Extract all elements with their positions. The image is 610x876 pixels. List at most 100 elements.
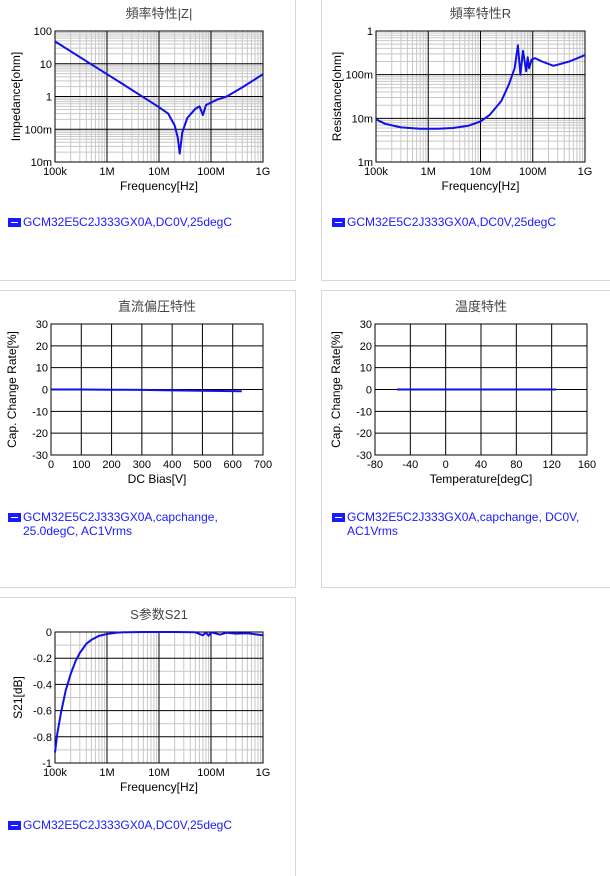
x-tick-label: 500: [193, 459, 211, 471]
series-line: [54, 40, 264, 155]
x-axis-label: DC Bias[V]: [128, 472, 187, 486]
y-tick-label: -20: [356, 428, 372, 440]
legend-label: GCM32E5C2J333GX0A,DC0V,25degC: [347, 215, 557, 229]
x-tick-label: 100k: [364, 166, 388, 178]
legend-label: GCM32E5C2J333GX0A,capchange, DC0V, AC1Vr…: [347, 510, 580, 538]
s21-chart: S参数S21 100k 1M 10M 100M 1G -1 -0.8 -0.6 -0.4 -0.2 0…: [11, 607, 271, 794]
y-axis-label: Resistance[ohm]: [330, 52, 344, 141]
x-tick-label: 100k: [43, 166, 67, 178]
separator: [321, 290, 322, 588]
legend: GCM32E5C2J333GX0A,capchange, 25.0degC, A…: [8, 510, 218, 538]
y-tick-label: 10: [40, 59, 52, 71]
x-tick-label: 1M: [421, 166, 436, 178]
x-tick-label: -40: [402, 459, 418, 471]
x-tick-label: 100M: [197, 166, 225, 178]
separator: [0, 587, 296, 588]
y-tick-label: 0: [46, 627, 52, 639]
legend-label: GCM32E5C2J333GX0A,DC0V,25degC: [23, 818, 233, 832]
y-tick-label: -0.6: [33, 706, 52, 718]
x-tick-label: 700: [254, 459, 272, 471]
chart-panel-impedance: 頻率特性|Z| 100k 1M 10M 100M 1G 10m 100m 1 10 100 Frequ…: [0, 0, 295, 280]
x-tick-label: 10M: [148, 767, 169, 779]
y-tick-label: 1: [367, 26, 373, 38]
y-tick-label: 30: [360, 319, 372, 331]
y-tick-label: 0: [42, 385, 48, 397]
x-axis-label: Frequency[Hz]: [120, 780, 198, 794]
y-axis-label: Cap. Change Rate[%]: [329, 331, 343, 448]
legend: GCM32E5C2J333GX0A,DC0V,25degC: [332, 215, 556, 229]
y-tick-label: 20: [360, 341, 372, 353]
y-tick-label: 30: [36, 319, 48, 331]
separator: [321, 587, 610, 588]
legend: GCM32E5C2J333GX0A,capchange, DC0V, AC1Vr…: [332, 510, 579, 538]
separator: [295, 0, 296, 280]
legend: GCM32E5C2J333GX0A,DC0V,25degC: [8, 215, 232, 229]
x-tick-label: 100: [72, 459, 90, 471]
x-tick-label: 0: [443, 459, 449, 471]
y-tick-label: 1m: [358, 157, 373, 169]
series-line: [54, 631, 264, 753]
separator: [295, 290, 296, 588]
x-tick-label: 1M: [99, 767, 114, 779]
y-axis-label: Impedance[ohm]: [9, 52, 23, 141]
y-tick-label: 100m: [345, 70, 373, 82]
chart-title: 直流偏圧特性: [118, 299, 196, 314]
legend-swatch: [332, 513, 345, 522]
legend-swatch: [8, 513, 21, 522]
y-axis-label: Cap. Change Rate[%]: [5, 331, 19, 448]
y-tick-label: -10: [356, 406, 372, 418]
chart-panel-resistance: 頻率特性R 100k 1M 10M 100M 1G 1m 10m 100m 1 Frequency[…: [322, 0, 610, 280]
y-tick-label: 10m: [352, 113, 373, 125]
series-line: [375, 44, 586, 130]
y-tick-label: 1: [46, 92, 52, 104]
y-tick-label: -1: [42, 758, 52, 770]
y-tick-label: 10: [360, 363, 372, 375]
separator: [0, 597, 296, 598]
x-tick-label: 100M: [519, 166, 547, 178]
x-tick-label: 1M: [99, 166, 114, 178]
separator: [295, 597, 296, 876]
chart-title: 温度特性: [455, 299, 507, 314]
legend-swatch: [8, 218, 21, 227]
x-tick-label: 1G: [256, 166, 271, 178]
legend: GCM32E5C2J333GX0A,DC0V,25degC: [8, 818, 232, 832]
legend-swatch: [8, 821, 21, 830]
chart-title: 頻率特性R: [450, 6, 511, 21]
x-tick-label: 10M: [148, 166, 169, 178]
x-tick-label: 0: [48, 459, 54, 471]
x-tick-label: 1G: [256, 767, 271, 779]
y-axis-label: S21[dB]: [11, 676, 25, 719]
x-tick-label: 100M: [197, 767, 225, 779]
chart-panel-s21: S参数S21 100k 1M 10M 100M 1G -1 -0.8 -0.6 -0.4 -0.2 0…: [0, 598, 295, 876]
x-axis-label: Frequency[Hz]: [441, 179, 519, 193]
temperature-chart: 温度特性 -80 -40 0 40 80 120 160 -30 -20 -10 0 10 20 30 Tem…: [329, 299, 596, 486]
plot-frame: [374, 323, 588, 456]
x-tick-label: 120: [542, 459, 560, 471]
x-tick-label: 40: [475, 459, 487, 471]
chart-panel-dc-bias: 直流偏圧特性 0 100 200 300 400 500 600 700 -30 -20 -10 0 10…: [0, 291, 295, 587]
y-tick-label: 10m: [31, 157, 52, 169]
y-tick-label: -10: [32, 406, 48, 418]
y-tick-label: -20: [32, 428, 48, 440]
chart-panel-temperature: 温度特性 -80 -40 0 40 80 120 160 -30 -20 -10 0 10 20 30 Tem…: [322, 291, 610, 587]
x-axis-label: Temperature[degC]: [430, 472, 533, 486]
y-tick-label: -0.8: [33, 732, 52, 744]
separator: [321, 280, 610, 281]
impedance-chart: 頻率特性|Z| 100k 1M 10M 100M 1G 10m 100m 1 10 100 Frequ…: [9, 6, 271, 193]
plot-frame: [375, 30, 586, 163]
separator: [321, 290, 610, 291]
x-tick-label: 400: [163, 459, 181, 471]
x-tick-label: 600: [224, 459, 242, 471]
separator: [0, 280, 296, 281]
y-tick-label: 100m: [24, 124, 52, 136]
chart-title: S参数S21: [130, 607, 188, 622]
separator: [0, 290, 296, 291]
resistance-chart: 頻率特性R 100k 1M 10M 100M 1G 1m 10m 100m 1 Frequency[…: [330, 6, 592, 193]
series-line: [51, 388, 242, 393]
x-tick-label: 10M: [470, 166, 491, 178]
separator: [321, 0, 322, 280]
y-tick-label: -0.2: [33, 653, 52, 665]
legend-label: GCM32E5C2J333GX0A,capchange, 25.0degC, A…: [23, 510, 218, 538]
legend-swatch: [332, 218, 345, 227]
chart-title: 頻率特性|Z|: [126, 6, 193, 21]
